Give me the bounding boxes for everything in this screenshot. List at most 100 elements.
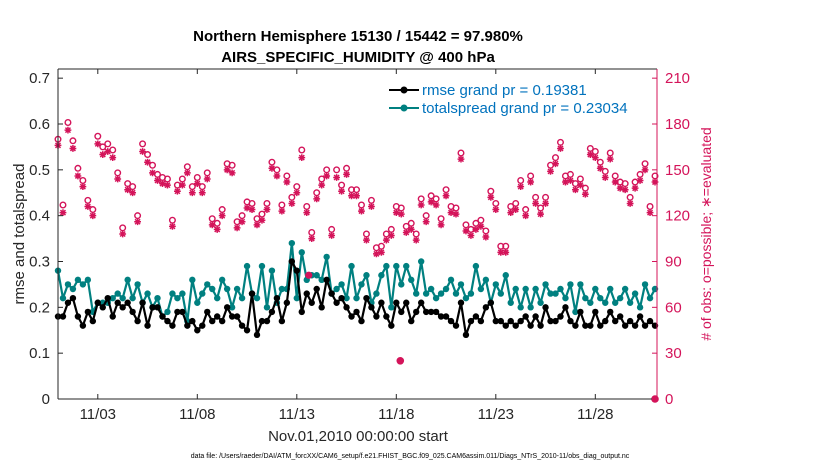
- obs-evaluated-point: [183, 169, 191, 177]
- rmse-point: [293, 267, 301, 274]
- rmse-point: [383, 313, 390, 320]
- rmse-point: [209, 317, 216, 325]
- y2-tick-label: 90: [665, 254, 682, 271]
- y-tick-label: 0: [42, 391, 50, 408]
- obs-evaluated-point: [373, 250, 380, 258]
- rmse-point: [631, 322, 639, 329]
- obs-evaluated-point: [203, 175, 211, 183]
- totalspread-point: [79, 281, 87, 288]
- obs-evaluated-point: [646, 209, 654, 217]
- totalspread-point: [124, 276, 131, 284]
- y-tick-label: 0.6: [29, 116, 50, 133]
- totalspread-point: [144, 290, 151, 297]
- rmse-point: [641, 322, 649, 329]
- totalspread-point: [641, 281, 649, 288]
- totalspread-point: [527, 304, 534, 311]
- obs-evaluated-point: [129, 189, 137, 197]
- obs-possible-point: [94, 132, 102, 140]
- x-tick-label: 11/03: [80, 406, 116, 423]
- rmse-point: [179, 308, 186, 316]
- rmse-point: [572, 322, 579, 329]
- rmse-point: [69, 294, 77, 302]
- rmse-point: [114, 299, 121, 306]
- data-file-footer: data file: /Users/raeder/DAI/ATM_forcXX/…: [191, 453, 630, 460]
- y2-tick-label: 210: [665, 70, 690, 87]
- totalspread-point: [263, 304, 271, 311]
- obs-evaluated-point: [308, 235, 316, 242]
- totalspread-point: [452, 290, 460, 297]
- legend-rmse-marker: [400, 86, 408, 94]
- obs-evaluated-point: [492, 206, 500, 213]
- rmse-point: [144, 322, 151, 329]
- obs-evaluated-point: [462, 227, 470, 235]
- totalspread-point: [398, 281, 405, 288]
- totalspread-point: [472, 262, 480, 270]
- obs-evaluated-point: [507, 209, 515, 217]
- totalspread-point: [228, 304, 236, 311]
- rmse-point: [328, 290, 335, 297]
- obs-evaluated-point: [452, 210, 460, 218]
- rmse-point: [348, 313, 355, 320]
- obs-evaluated-point: [233, 224, 241, 232]
- obs-evaluated-point: [601, 174, 609, 181]
- totalspread-point: [572, 308, 579, 316]
- obs-evaluated-point: [442, 192, 450, 200]
- obs-evaluated-point: [228, 169, 236, 177]
- obs-evaluated-point: [313, 195, 321, 203]
- obs-evaluated-point: [482, 233, 490, 241]
- chart-title-line-2: AIRS_SPECIFIC_HUMIDITY @ 400 hPa: [221, 49, 495, 66]
- x-axis-label: Nov.01,2010 00:00:00 start: [268, 428, 449, 445]
- obs-evaluated-point: [358, 207, 365, 215]
- rmse-point: [154, 304, 161, 311]
- x-tick-label: 11/28: [577, 406, 613, 423]
- rmse-point: [318, 304, 325, 311]
- rmse-point: [472, 313, 480, 320]
- totalspread-point: [348, 262, 355, 270]
- obs-evaluated-point: [427, 198, 435, 206]
- rmse-point: [184, 322, 191, 329]
- obs-evaluated-point: [467, 232, 475, 239]
- y-tick-label: 0.5: [29, 162, 50, 179]
- obs-evaluated-point: [79, 183, 87, 191]
- legend-spread-label: totalspread grand pr = 0.23034: [422, 100, 628, 117]
- chart-title-line-1: Northern Hemisphere 15130 / 15442 = 97.9…: [193, 28, 523, 45]
- totalspread-point: [621, 285, 629, 293]
- totalspread-point: [204, 281, 211, 288]
- obs-evaluated-point: [243, 204, 251, 212]
- totalspread-point: [522, 285, 529, 293]
- rmse-point: [557, 313, 564, 320]
- totalspread-point: [442, 285, 450, 293]
- rmse-point: [373, 313, 380, 320]
- rmse-point: [636, 313, 644, 320]
- obs-evaluated-point: [377, 248, 385, 256]
- rmse-point: [278, 317, 286, 325]
- legend: rmse grand pr = 0.19381 totalspread gran…: [389, 82, 628, 117]
- obs-evaluated-point: [74, 172, 82, 180]
- obs-possible-point: [74, 164, 82, 172]
- obs-evaluated-point: [144, 158, 151, 166]
- rmse-point: [621, 322, 629, 329]
- y-tick-label: 0.3: [29, 254, 50, 271]
- highlight-point: [396, 357, 405, 365]
- rmse-point: [64, 299, 72, 306]
- obs-evaluated-point: [134, 218, 142, 226]
- obs-evaluated-point: [502, 248, 510, 256]
- rmse-point: [94, 299, 102, 306]
- totalspread-point: [84, 276, 92, 284]
- totalspread-point: [383, 262, 390, 270]
- totalspread-point: [462, 294, 470, 302]
- obs-evaluated-point: [432, 201, 440, 209]
- obs-evaluated-point: [258, 216, 266, 224]
- rmse-point: [189, 317, 196, 325]
- totalspread-point: [587, 299, 594, 306]
- y2-tick-label: 0: [665, 391, 673, 408]
- obs-evaluated-point: [114, 175, 122, 183]
- obs-evaluated-point: [298, 154, 306, 162]
- rmse-point: [258, 317, 266, 325]
- totalspread-point: [169, 290, 176, 297]
- obs-evaluated-point: [477, 222, 485, 230]
- obs-evaluated-point: [542, 200, 549, 207]
- totalspread-point: [477, 285, 485, 293]
- obs-evaluated-point: [333, 174, 341, 181]
